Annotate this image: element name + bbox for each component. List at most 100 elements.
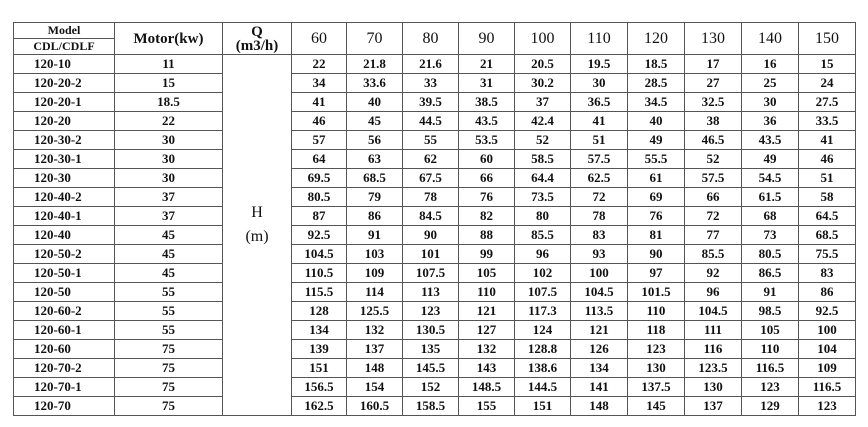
motor-cell: 18.5 — [114, 92, 223, 112]
head-value-cell: 78 — [570, 206, 628, 226]
head-value-cell: 141 — [570, 377, 628, 397]
head-value-cell: 49 — [741, 149, 799, 169]
motor-cell: 15 — [114, 73, 223, 93]
flow-column-header: 70 — [346, 22, 403, 55]
head-value-cell: 66 — [684, 187, 742, 207]
head-value-cell: 73.5 — [514, 187, 571, 207]
head-value-cell: 68.5 — [798, 225, 856, 245]
head-value-cell: 83 — [798, 263, 856, 283]
model-cell: 120-60 — [13, 339, 115, 359]
head-value-cell: 34.5 — [627, 92, 685, 112]
motor-cell: 45 — [114, 263, 223, 283]
head-value-cell: 56 — [346, 130, 403, 150]
head-value-cell: 69 — [627, 187, 685, 207]
motor-cell: 55 — [114, 301, 223, 321]
head-label: H — [251, 204, 263, 221]
head-value-cell: 103 — [346, 244, 403, 264]
head-value-cell: 100 — [798, 320, 856, 340]
head-value-cell: 43.5 — [741, 130, 799, 150]
head-value-cell: 62.5 — [570, 168, 628, 188]
head-value-cell: 46 — [798, 149, 856, 169]
header-row: Model CDL/CDLF Motor(kw) Q (m3/h) 60 70 80… — [13, 22, 856, 55]
head-value-cell: 137 — [684, 396, 742, 416]
head-value-cell: 98.5 — [741, 301, 799, 321]
head-value-cell: 85.5 — [514, 225, 571, 245]
head-value-cell: 86 — [798, 282, 856, 302]
head-value-cell: 114 — [346, 282, 403, 302]
table-row: 120-70-1 75 156.5 154 152 148.5 144.5 141 137.5 1… — [13, 377, 856, 397]
head-value-cell: 99 — [458, 244, 515, 264]
head-value-cell: 54.5 — [741, 168, 799, 188]
head-value-cell: 33.5 — [798, 111, 856, 131]
model-cell: 120-70 — [13, 396, 115, 416]
head-value-cell: 156.5 — [291, 377, 347, 397]
head-value-cell: 123 — [627, 339, 685, 359]
head-value-cell: 40 — [627, 111, 685, 131]
head-value-cell: 41 — [570, 111, 628, 131]
head-value-cell: 104.5 — [570, 282, 628, 302]
table-row: 120-30-2 30 57 56 55 53.5 52 51 49 46.5 43.5 41 — [13, 130, 856, 150]
head-value-cell: 137.5 — [627, 377, 685, 397]
flow-header: Q (m3/h) — [222, 22, 292, 55]
head-value-cell: 116.5 — [798, 377, 856, 397]
head-value-cell: 110 — [627, 301, 685, 321]
model-cell: 120-10 — [13, 54, 115, 74]
head-value-cell: 64.4 — [514, 168, 571, 188]
head-value-cell: 152 — [402, 377, 459, 397]
head-value-cell: 22 — [291, 54, 347, 74]
head-value-cell: 79 — [346, 187, 403, 207]
motor-cell: 11 — [114, 54, 223, 74]
head-value-cell: 37 — [514, 92, 571, 112]
motor-cell: 30 — [114, 149, 223, 169]
head-value-cell: 20.5 — [514, 54, 571, 74]
head-value-cell: 64 — [291, 149, 347, 169]
head-unit: (m) — [245, 228, 269, 245]
head-value-cell: 36.5 — [570, 92, 628, 112]
head-value-cell: 105 — [458, 263, 515, 283]
table-row: 120-70 75 162.5 160.5 158.5 155 151 148 145 137 12… — [13, 396, 856, 416]
head-value-cell: 45 — [346, 111, 403, 131]
head-value-cell: 40 — [346, 92, 403, 112]
head-value-cell: 16 — [741, 54, 799, 74]
head-value-cell: 36 — [741, 111, 799, 131]
head-value-cell: 67.5 — [402, 168, 459, 188]
head-value-cell: 24 — [798, 73, 856, 93]
head-value-cell: 113 — [402, 282, 459, 302]
model-cell: 120-20-2 — [13, 73, 115, 93]
head-value-cell: 30 — [570, 73, 628, 93]
model-cell: 120-30-1 — [13, 149, 115, 169]
head-value-cell: 76 — [458, 187, 515, 207]
head-value-cell: 134 — [291, 320, 347, 340]
motor-cell: 45 — [114, 244, 223, 264]
head-value-cell: 86 — [346, 206, 403, 226]
head-value-cell: 38 — [684, 111, 742, 131]
head-value-cell: 39.5 — [402, 92, 459, 112]
head-value-cell: 97 — [627, 263, 685, 283]
table-row: 120-50-1 45 110.5 109 107.5 105 102 100 97 92 86.5… — [13, 263, 856, 283]
flow-column-header: 60 — [291, 22, 347, 55]
table-row: 120-60-2 55 128 125.5 123 121 117.3 113.5 110 104… — [13, 301, 856, 321]
head-value-cell: 32.5 — [684, 92, 742, 112]
head-value-cell: 130 — [684, 377, 742, 397]
head-value-cell: 101 — [402, 244, 459, 264]
model-cell: 120-30-2 — [13, 130, 115, 150]
head-value-cell: 113.5 — [570, 301, 628, 321]
flow-column-header: 90 — [458, 22, 515, 55]
head-value-cell: 17 — [684, 54, 742, 74]
head-value-cell: 155 — [458, 396, 515, 416]
flow-column-header: 120 — [627, 22, 685, 55]
head-value-cell: 85.5 — [684, 244, 742, 264]
motor-cell: 55 — [114, 282, 223, 302]
flow-column-header: 150 — [798, 22, 856, 55]
head-value-cell: 148 — [570, 396, 628, 416]
head-value-cell: 57.5 — [684, 168, 742, 188]
flow-column-header: 100 — [514, 22, 571, 55]
table-row: 120-40 45 92.5 91 90 88 85.5 83 81 77 73 68.5 — [13, 225, 856, 245]
motor-cell: 75 — [114, 358, 223, 378]
head-value-cell: 107.5 — [402, 263, 459, 283]
head-value-cell: 55.5 — [627, 149, 685, 169]
model-cell: 120-50 — [13, 282, 115, 302]
head-value-cell: 111 — [684, 320, 742, 340]
head-value-cell: 104 — [798, 339, 856, 359]
head-value-cell: 92 — [684, 263, 742, 283]
